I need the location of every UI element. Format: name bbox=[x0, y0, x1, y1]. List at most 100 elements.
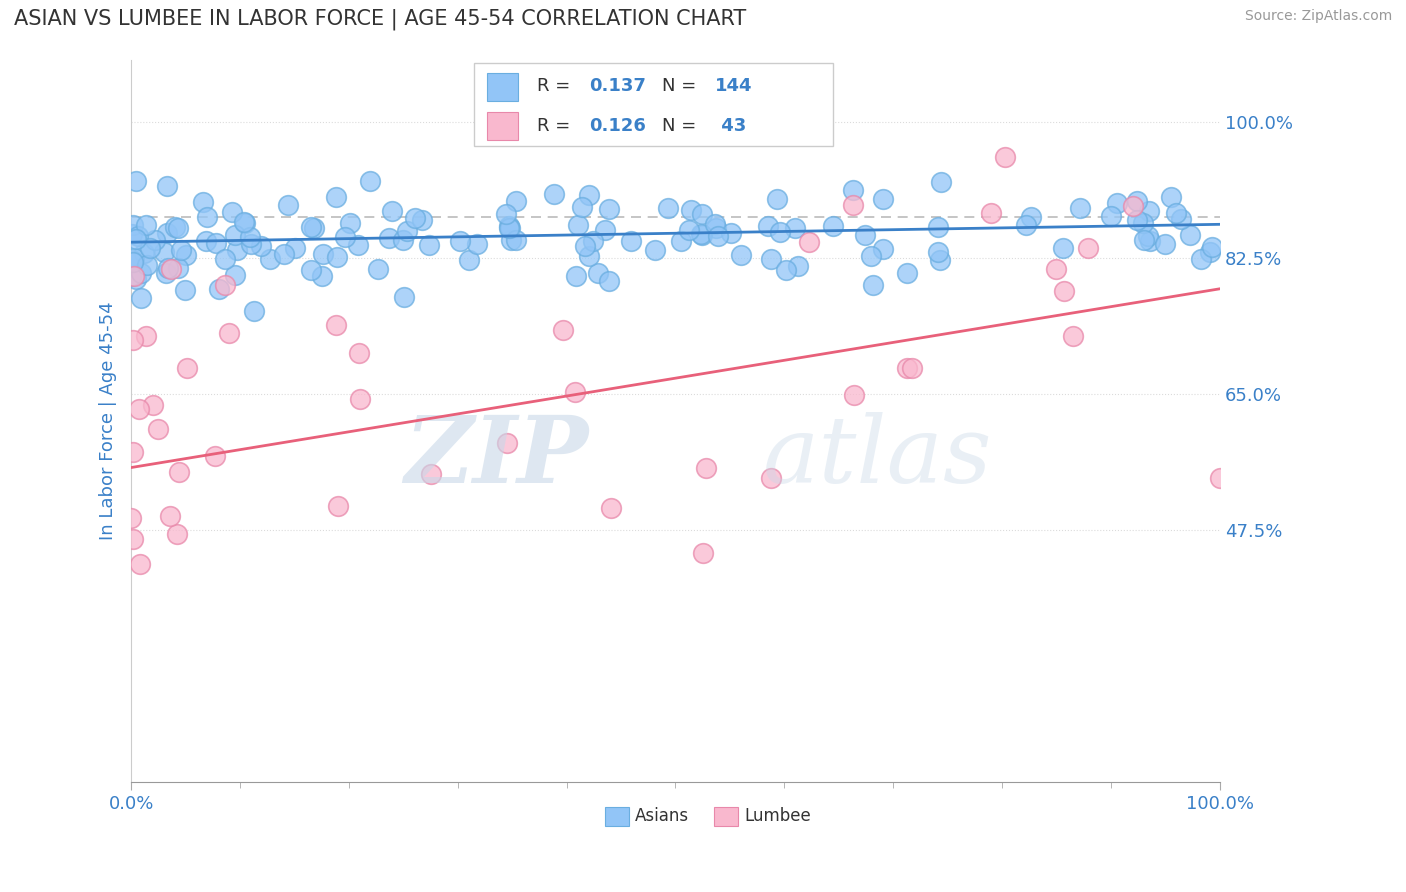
Point bbox=[156, 226, 179, 240]
Point bbox=[994, 150, 1017, 164]
Point bbox=[312, 246, 335, 260]
Point bbox=[346, 237, 368, 252]
Point bbox=[1077, 240, 1099, 254]
Point bbox=[759, 470, 782, 484]
Text: atlas: atlas bbox=[762, 412, 993, 502]
Point bbox=[218, 326, 240, 340]
Point bbox=[853, 228, 876, 243]
Point bbox=[600, 500, 623, 515]
FancyBboxPatch shape bbox=[714, 807, 738, 826]
Point bbox=[692, 227, 714, 242]
Point bbox=[125, 272, 148, 286]
Text: Asians: Asians bbox=[636, 807, 689, 825]
Text: R =: R = bbox=[537, 78, 576, 95]
Point bbox=[194, 234, 217, 248]
Point bbox=[499, 233, 522, 247]
Point bbox=[1170, 211, 1192, 226]
Point bbox=[756, 219, 779, 233]
Point bbox=[418, 238, 440, 252]
Point bbox=[174, 248, 197, 262]
Point bbox=[1105, 196, 1128, 211]
Point bbox=[125, 232, 148, 246]
Point bbox=[326, 499, 349, 513]
Point bbox=[787, 259, 810, 273]
Point bbox=[821, 219, 844, 233]
Point bbox=[730, 248, 752, 262]
FancyBboxPatch shape bbox=[486, 112, 517, 140]
Point bbox=[359, 174, 381, 188]
Point bbox=[449, 234, 471, 248]
Text: R =: R = bbox=[537, 117, 576, 135]
Point bbox=[901, 361, 924, 376]
Point bbox=[927, 245, 949, 260]
Point bbox=[128, 557, 150, 571]
Point bbox=[1015, 219, 1038, 233]
Point bbox=[495, 436, 517, 450]
Text: N =: N = bbox=[662, 117, 703, 135]
Point bbox=[498, 221, 520, 235]
Point bbox=[134, 245, 156, 260]
Point bbox=[122, 445, 145, 459]
Point bbox=[170, 243, 193, 257]
Point bbox=[657, 201, 679, 215]
Point bbox=[1045, 261, 1067, 276]
Point bbox=[367, 262, 389, 277]
Point bbox=[347, 346, 370, 360]
Point bbox=[929, 175, 952, 189]
Point bbox=[1208, 470, 1230, 484]
Point bbox=[239, 236, 262, 251]
Point bbox=[214, 252, 236, 266]
Text: 0.137: 0.137 bbox=[589, 78, 647, 95]
Point bbox=[136, 258, 159, 272]
Point bbox=[842, 183, 865, 197]
Point bbox=[284, 241, 307, 255]
Point bbox=[498, 219, 520, 233]
Point bbox=[145, 233, 167, 247]
Point bbox=[598, 274, 620, 288]
Point bbox=[1189, 252, 1212, 266]
Point bbox=[598, 202, 620, 216]
Point bbox=[505, 233, 527, 247]
Point bbox=[582, 234, 605, 248]
Point bbox=[862, 278, 884, 293]
Point bbox=[139, 240, 162, 254]
Point bbox=[169, 465, 191, 479]
Point bbox=[896, 266, 918, 280]
FancyBboxPatch shape bbox=[486, 73, 517, 101]
FancyBboxPatch shape bbox=[474, 63, 834, 146]
Point bbox=[394, 290, 416, 304]
Point bbox=[208, 282, 231, 296]
Point bbox=[458, 253, 481, 268]
Point bbox=[160, 261, 183, 276]
Point bbox=[571, 200, 593, 214]
Point bbox=[325, 318, 347, 332]
Text: 0.126: 0.126 bbox=[589, 117, 647, 135]
Point bbox=[233, 216, 256, 230]
Point bbox=[159, 508, 181, 523]
Point bbox=[704, 220, 727, 235]
Point bbox=[243, 303, 266, 318]
Point bbox=[120, 511, 142, 525]
Point bbox=[377, 231, 399, 245]
Point bbox=[250, 239, 273, 253]
Point bbox=[259, 252, 281, 266]
Point bbox=[129, 266, 152, 280]
Point bbox=[1139, 234, 1161, 248]
Point bbox=[273, 247, 295, 261]
Point bbox=[769, 225, 792, 239]
Point bbox=[927, 219, 949, 234]
Point bbox=[224, 228, 246, 243]
Point bbox=[860, 248, 883, 262]
Point bbox=[1132, 216, 1154, 230]
Point bbox=[1126, 213, 1149, 227]
Point bbox=[1178, 228, 1201, 243]
Point bbox=[1201, 240, 1223, 254]
Point bbox=[1019, 210, 1042, 224]
Point bbox=[411, 213, 433, 227]
Point bbox=[1153, 236, 1175, 251]
Point bbox=[167, 220, 190, 235]
Point bbox=[128, 402, 150, 417]
Point bbox=[620, 235, 643, 249]
Text: 43: 43 bbox=[714, 117, 747, 135]
Point bbox=[1164, 206, 1187, 220]
